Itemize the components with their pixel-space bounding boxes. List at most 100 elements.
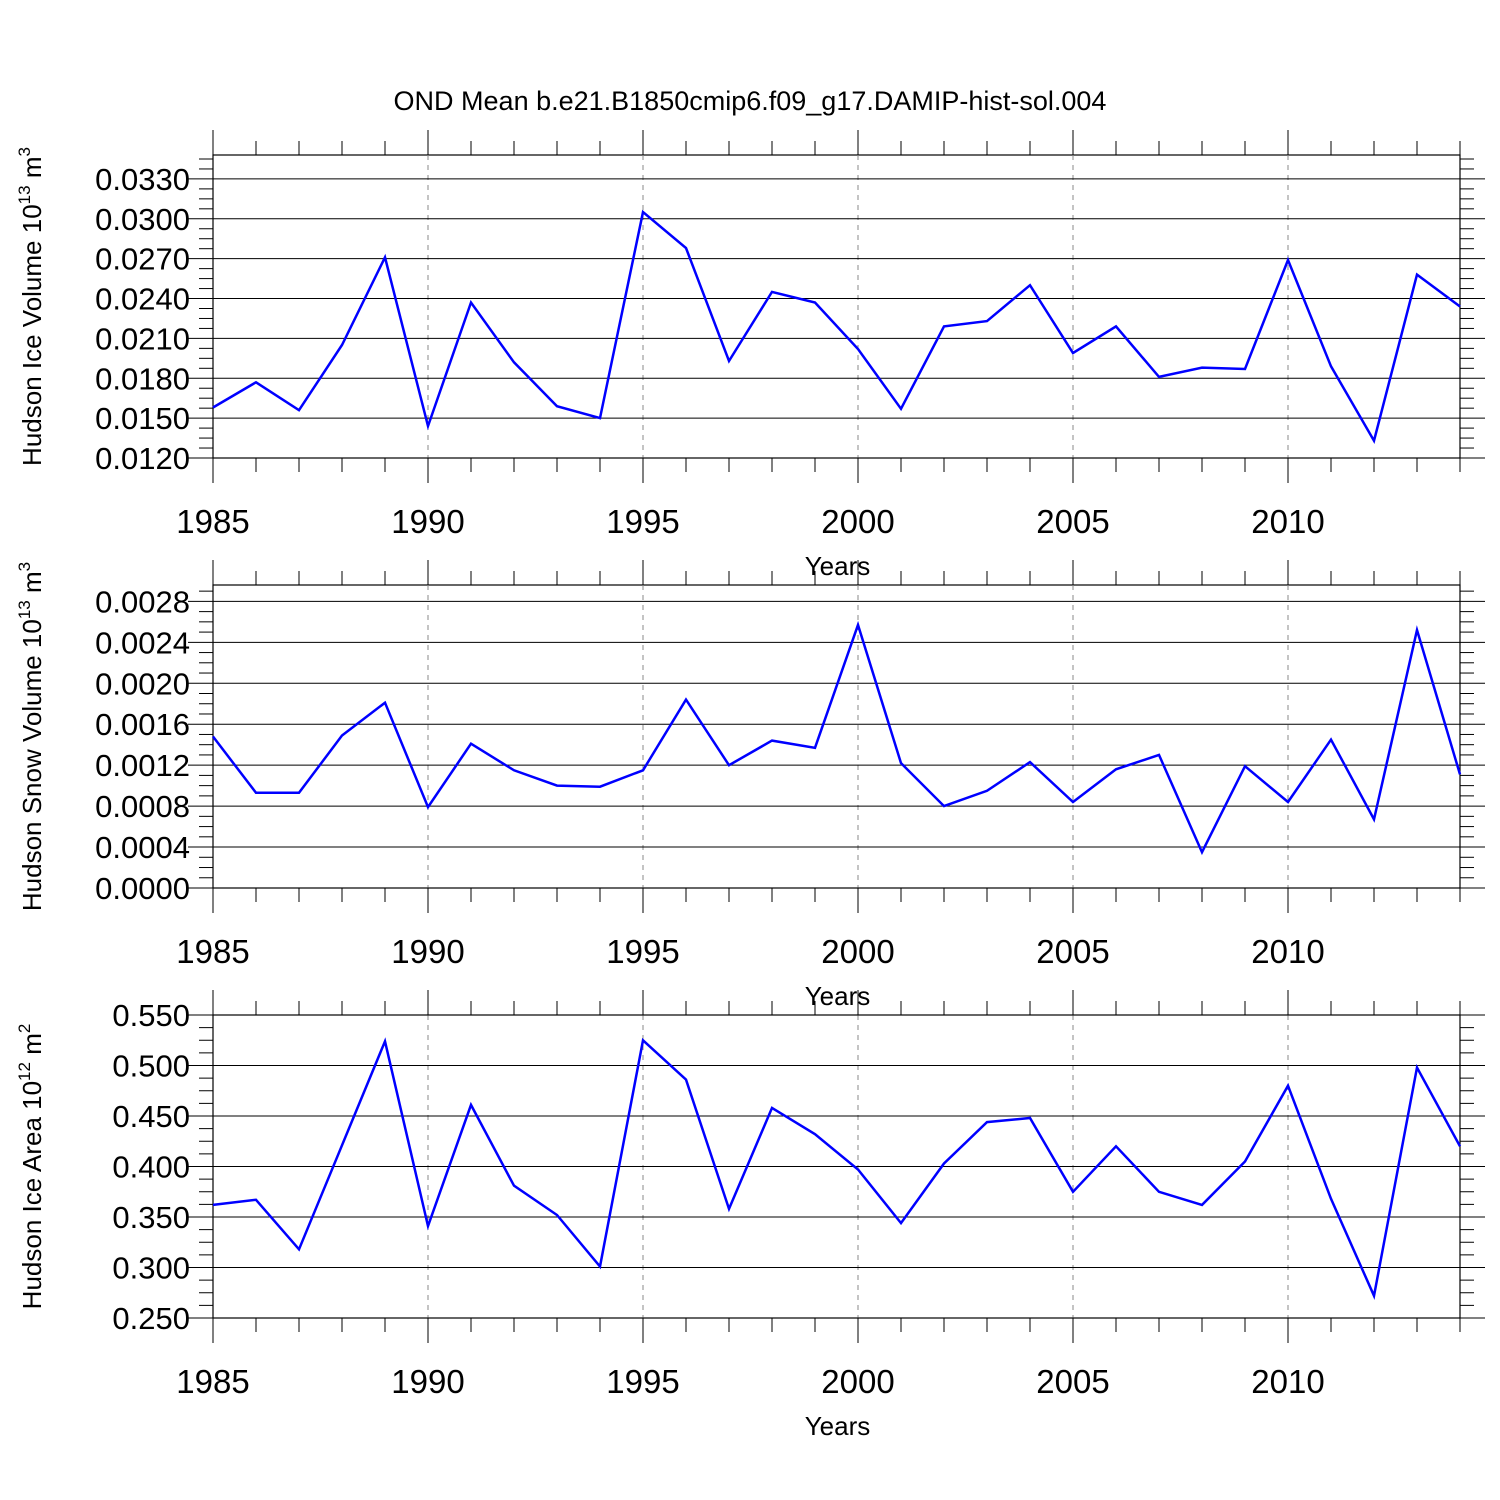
y-tick-label: 0.450 <box>112 1099 190 1134</box>
data-point <box>1329 364 1333 368</box>
x-tick-label: 2005 <box>1036 503 1109 540</box>
data-point <box>254 380 258 384</box>
data-series-line <box>212 620 1462 856</box>
data-point <box>297 791 301 795</box>
data-point <box>1286 800 1290 804</box>
x-tick-label: 2010 <box>1251 503 1324 540</box>
x-tick-label: 1995 <box>606 1363 679 1400</box>
data-point <box>598 785 602 789</box>
data-point <box>426 805 430 809</box>
data-point <box>813 1132 817 1136</box>
data-point <box>555 404 559 408</box>
x-tick-label: 1985 <box>176 1363 249 1400</box>
data-point <box>727 1207 731 1211</box>
data-point <box>1071 800 1075 804</box>
y-tick-label: 0.0300 <box>95 202 190 237</box>
data-point <box>469 301 473 305</box>
y-tick-label: 0.0180 <box>95 361 190 396</box>
data-point <box>684 698 688 702</box>
data-point <box>297 408 301 412</box>
y-tick-label: 0.0028 <box>95 584 190 619</box>
data-point <box>555 784 559 788</box>
data-point <box>684 1078 688 1082</box>
data-point <box>1200 366 1204 370</box>
data-point <box>1200 850 1204 854</box>
y-tick-label: 0.0008 <box>95 789 190 824</box>
y-tick-label: 0.300 <box>112 1251 190 1286</box>
x-axis-label: Years <box>805 1411 871 1441</box>
y-tick-label: 0.350 <box>112 1200 190 1235</box>
data-point <box>641 210 645 214</box>
data-point <box>641 1038 645 1042</box>
data-point <box>1415 273 1419 277</box>
data-point <box>211 1203 215 1207</box>
data-point <box>1071 1190 1075 1194</box>
data-point <box>1458 305 1462 309</box>
data-point <box>1286 258 1290 262</box>
data-point <box>770 739 774 743</box>
data-point <box>727 763 731 767</box>
x-tick-label: 1985 <box>176 503 249 540</box>
data-point <box>1372 1294 1376 1298</box>
data-point <box>985 789 989 793</box>
data-point <box>211 735 215 739</box>
data-point <box>340 734 344 738</box>
data-point <box>254 791 258 795</box>
data-point <box>426 424 430 428</box>
data-point <box>512 1184 516 1188</box>
x-axis-label: Years <box>805 981 871 1011</box>
data-point <box>942 804 946 808</box>
data-point <box>211 406 215 410</box>
panels: 1985 1990 1995 2000 2005 2010 Years 0.0330 0.030… <box>15 130 1485 1441</box>
x-tick-label: 1995 <box>606 933 679 970</box>
y-tick-label: 0.550 <box>112 998 190 1033</box>
y-tick-label: 0.0150 <box>95 401 190 436</box>
data-point <box>1114 767 1118 771</box>
y-tick-label: 0.0120 <box>95 441 190 476</box>
data-point <box>254 1198 258 1202</box>
data-point <box>942 324 946 328</box>
x-tick-label: 1985 <box>176 933 249 970</box>
data-point <box>1157 1190 1161 1194</box>
data-point <box>1243 367 1247 371</box>
data-point <box>770 1106 774 1110</box>
data-point <box>340 1143 344 1147</box>
data-point <box>1028 760 1032 764</box>
panel-2: 1985 1990 1995 2000 2005 2010 Years 0.0028 0.002… <box>15 560 1485 1011</box>
x-tick-label: 2010 <box>1251 933 1324 970</box>
data-point <box>1200 1203 1204 1207</box>
x-tick-label: 1990 <box>391 1363 464 1400</box>
y-axis-label: Hudson Ice Area 1012 m2 <box>15 1024 47 1310</box>
data-point <box>1329 1197 1333 1201</box>
data-point <box>1372 817 1376 821</box>
data-point <box>1114 1144 1118 1148</box>
x-tick-label: 2010 <box>1251 1363 1324 1400</box>
y-tick-label: 0.500 <box>112 1049 190 1084</box>
figure-title: OND Mean b.e21.B1850cmip6.f09_g17.DAMIP-… <box>394 86 1107 116</box>
data-point <box>641 768 645 772</box>
data-point <box>555 1213 559 1217</box>
data-point <box>1329 738 1333 742</box>
data-point <box>1028 1116 1032 1120</box>
data-point <box>1458 772 1462 776</box>
y-tick-label: 0.0016 <box>95 707 190 742</box>
panel-3: 1985 1990 1995 2000 2005 2010 Years 0.550 0.500 0… <box>15 990 1485 1441</box>
data-point <box>383 701 387 705</box>
y-tick-label: 0.400 <box>112 1150 190 1185</box>
data-point <box>899 761 903 765</box>
x-tick-label: 1990 <box>391 503 464 540</box>
data-point <box>856 347 860 351</box>
data-point <box>813 301 817 305</box>
y-axis-label: Hudson Snow Volume 1013 m3 <box>15 562 47 911</box>
y-tick-label: 0.0270 <box>95 242 190 277</box>
x-tick-label: 2000 <box>821 933 894 970</box>
x-tick-label: 1995 <box>606 503 679 540</box>
x-tick-label: 1990 <box>391 933 464 970</box>
data-point <box>1243 764 1247 768</box>
data-point <box>1071 351 1075 355</box>
data-point <box>856 1168 860 1172</box>
data-point <box>1372 439 1376 443</box>
data-point <box>899 407 903 411</box>
plot-frame <box>212 154 1461 459</box>
data-series-line <box>212 209 1461 444</box>
